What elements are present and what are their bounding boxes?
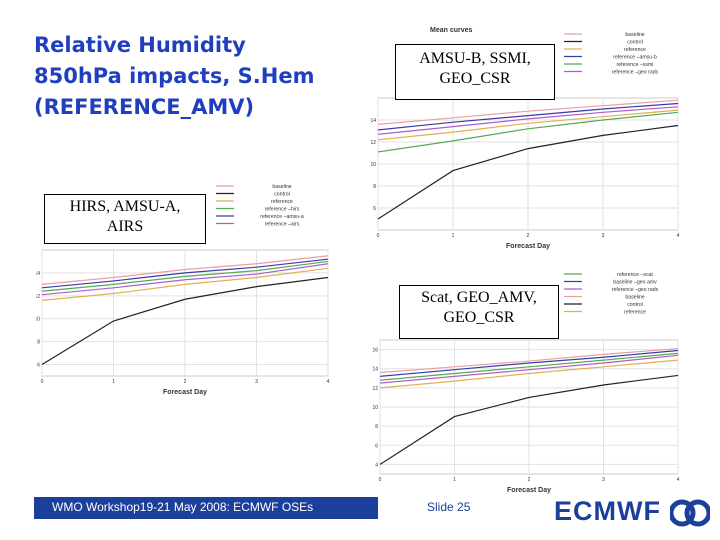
legend-label: reference –scat (617, 272, 653, 278)
series-line (379, 359, 679, 389)
x-tick-label: 1 (112, 379, 115, 385)
y-tick-label: 6 (37, 363, 40, 369)
y-tick-label: 10 (36, 317, 40, 323)
x-tick-label: 0 (377, 233, 380, 239)
x-axis-label: Forecast Day (163, 389, 207, 396)
y-tick-label: 16 (372, 348, 378, 354)
legend-label: baseline (625, 32, 644, 38)
legend-label: reference (271, 199, 293, 205)
legend-label: control (627, 302, 643, 308)
x-tick-label: 2 (528, 477, 531, 483)
slide-number: Slide 25 (427, 500, 471, 514)
title-line-1: Relative Humidity (34, 33, 246, 57)
series-line (41, 258, 329, 289)
y-tick-label: 4 (375, 462, 378, 468)
series-line (377, 106, 679, 135)
x-tick-label: 0 (379, 477, 382, 483)
legend-label: reference (624, 47, 646, 53)
y-tick-label: 12 (370, 140, 376, 146)
label-amsub-line-1: AMSU-B, SSMI, (419, 50, 531, 67)
x-tick-label: 4 (677, 233, 680, 239)
series-line (377, 99, 679, 125)
series-line (41, 276, 329, 366)
ecmwf-logo-text: ECMWF (554, 496, 661, 526)
legend-label: control (274, 192, 290, 198)
x-tick-label: 1 (453, 477, 456, 483)
x-tick-label: 4 (677, 477, 680, 483)
chart-title: Mean curves (430, 27, 473, 34)
label-hirs-line-2: AIRS (106, 218, 144, 235)
series-line (379, 354, 679, 384)
x-tick-label: 0 (41, 379, 44, 385)
ecmwf-logo-icon (668, 499, 711, 527)
legend-label: baseline (272, 184, 291, 190)
y-tick-label: 14 (370, 118, 376, 124)
footer-text: WMO Workshop19-21 May 2008: ECMWF OSEs (52, 500, 314, 514)
label-hirs-amsua-airs: HIRS, AMSU-A, AIRS (44, 194, 206, 244)
x-tick-label: 4 (327, 379, 330, 385)
label-scat-line-1: Scat, GEO_AMV, (421, 289, 537, 306)
x-axis-label: Forecast Day (507, 487, 551, 494)
series-line (377, 111, 679, 153)
x-axis-label: Forecast Day (506, 243, 550, 250)
series-line (41, 255, 329, 285)
label-amsub-ssmi-geocsr: AMSU-B, SSMI, GEO_CSR (395, 44, 555, 100)
y-tick-label: 14 (36, 271, 40, 277)
legend-label: reference –geo rads (612, 287, 659, 293)
title-line-3: (REFERENCE_AMV) (34, 95, 255, 119)
x-tick-label: 3 (602, 233, 605, 239)
label-scat-line-2: GEO_CSR (443, 309, 515, 326)
y-tick-label: 12 (372, 386, 378, 392)
ecmwf-logo: ECMWF (554, 496, 711, 528)
y-tick-label: 8 (37, 340, 40, 346)
x-tick-label: 2 (527, 233, 530, 239)
legend-label: reference –airs (265, 222, 300, 228)
y-tick-label: 8 (375, 424, 378, 430)
series-line (41, 267, 329, 301)
y-tick-label: 10 (370, 162, 376, 168)
series-line (379, 352, 679, 381)
legend-label: baseline –geo amv (613, 280, 657, 286)
legend-label: reference –ssmi (617, 62, 654, 68)
y-tick-label: 12 (36, 294, 40, 300)
legend-label: reference –geo rads (612, 70, 659, 76)
y-tick-label: 6 (375, 443, 378, 449)
y-tick-label: 10 (372, 405, 378, 411)
legend-label: reference (624, 310, 646, 316)
series-line (377, 124, 679, 220)
title-line-2: 850hPa impacts, S.Hem (34, 64, 315, 88)
legend-label: reference –amsu-a (260, 214, 304, 220)
footer-bar (34, 497, 378, 519)
x-tick-label: 1 (452, 233, 455, 239)
series-line (377, 102, 679, 131)
y-tick-label: 14 (372, 367, 378, 373)
x-tick-label: 3 (255, 379, 258, 385)
series-line (41, 260, 329, 292)
legend-label: control (627, 40, 643, 46)
series-line (379, 374, 679, 465)
label-hirs-line-1: HIRS, AMSU-A, (69, 198, 181, 215)
series-line (377, 109, 679, 141)
legend-label: reference –amsu-b (613, 55, 657, 61)
y-tick-label: 6 (373, 206, 376, 212)
series-line (41, 263, 329, 296)
chart-amsub-panel: 6 8 10 12 14 0 1 2 3 4 Forecast Day Mean curves base… (370, 24, 688, 250)
legend-label: baseline (625, 295, 644, 301)
x-tick-label: 3 (602, 477, 605, 483)
y-tick-label: 8 (373, 184, 376, 190)
label-amsub-line-2: GEO_CSR (439, 70, 511, 87)
label-scat-geoamv-geocsr: Scat, GEO_AMV, GEO_CSR (399, 285, 559, 339)
x-tick-label: 2 (184, 379, 187, 385)
series-line (379, 349, 679, 377)
series-line (379, 348, 679, 374)
slide-title: Relative Humidity 850hPa impacts, S.Hem … (34, 30, 364, 123)
legend-label: reference –hirs (265, 207, 300, 213)
